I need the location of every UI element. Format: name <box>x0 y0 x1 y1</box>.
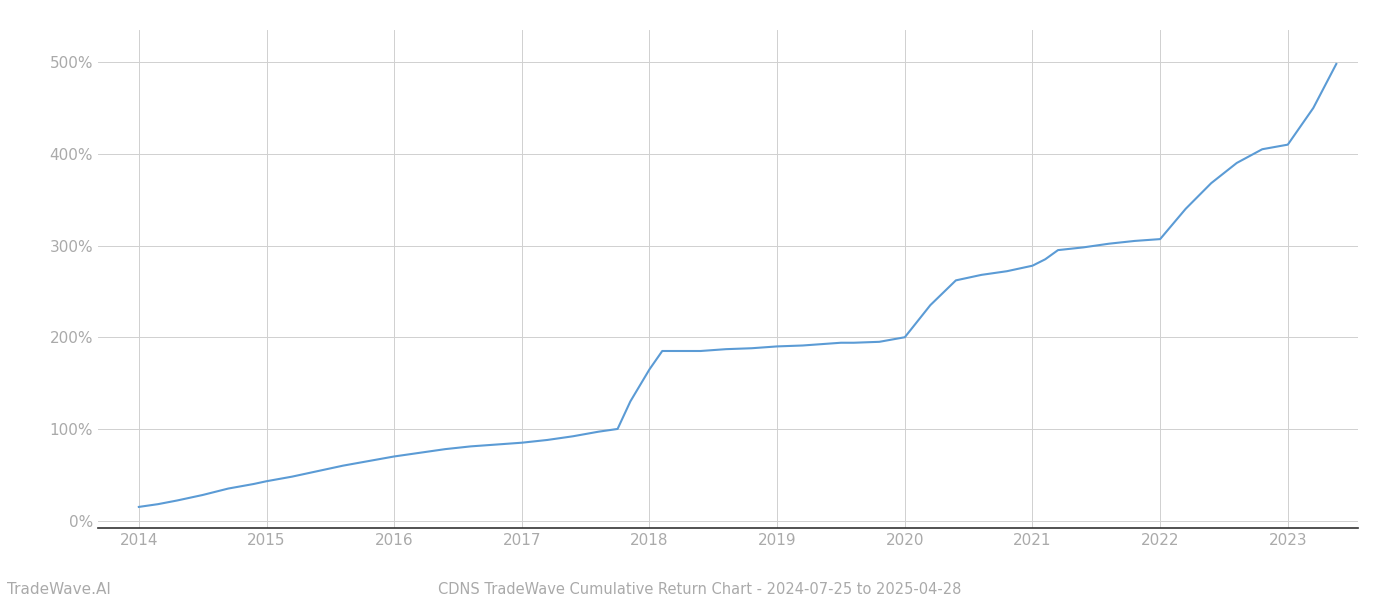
Text: TradeWave.AI: TradeWave.AI <box>7 582 111 597</box>
Text: CDNS TradeWave Cumulative Return Chart - 2024-07-25 to 2025-04-28: CDNS TradeWave Cumulative Return Chart -… <box>438 582 962 597</box>
